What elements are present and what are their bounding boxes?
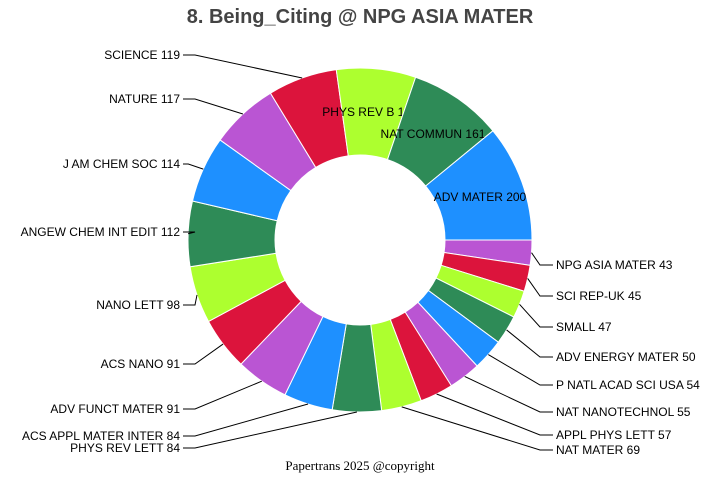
leader-line [183,343,224,365]
slice-label: NAT MATER 69 [556,443,640,457]
slice-label: NPG ASIA MATER 43 [556,258,673,272]
slice-label: J AM CHEM SOC 114 [63,157,180,171]
leader-line [506,329,553,358]
leader-line [436,393,553,436]
slice-label: ACS APPL MATER INTER 84 [22,429,180,443]
leader-line [527,278,553,297]
slice-label: ADV FUNCT MATER 91 [50,402,180,416]
leader-line [183,231,196,235]
leader-line [183,163,204,170]
chart-title: 8. Being_Citing @ NPG ASIA MATER [186,6,534,28]
slice-label: ACS NANO 91 [101,357,181,371]
leader-line [183,98,244,115]
footer-copyright: Papertrans 2025 @copyright [285,458,435,473]
slice-label: P NATL ACAD SCI USA 54 [556,378,700,392]
slice-label: APPL PHYS LETT 57 [556,428,672,442]
leader-line [488,354,553,386]
slice-label: PHYS REV LETT 84 [70,441,180,455]
leader-line [464,376,553,413]
slice-label: ANGEW CHEM INT EDIT 112 [21,225,181,239]
slice-label: NANO LETT 98 [96,298,180,312]
leader-line [183,54,303,79]
leader-line [401,406,553,451]
leader-line [183,411,358,449]
slice-label: PHYS REV B 136 [322,105,418,119]
leader-line [183,403,309,437]
slice-label: NAT COMMUN 161 [381,127,486,141]
slice-label: ADV ENERGY MATER 50 [556,350,696,364]
leader-line [183,294,198,306]
slice-label: ADV MATER 200 [434,190,527,204]
slice-label: SCIENCE 119 [104,48,180,62]
leader-line [183,380,262,410]
slice-label: NATURE 117 [109,92,180,106]
slice-label: NAT NANOTECHNOL 55 [556,405,691,419]
leader-line [519,304,553,328]
slice-label: SMALL 47 [556,320,612,334]
slice-label: SCI REP-UK 45 [556,289,642,303]
slice-adv-mater [424,130,533,241]
leader-line [531,252,553,266]
